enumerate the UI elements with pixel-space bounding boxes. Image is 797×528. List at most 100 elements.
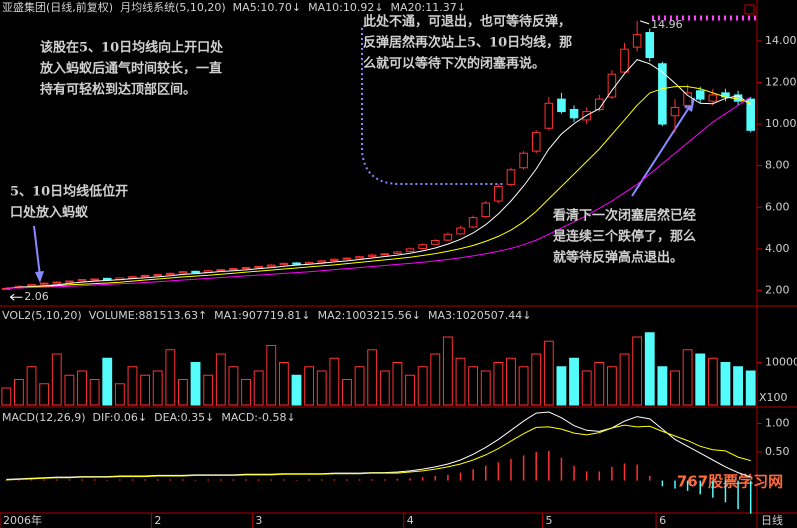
candle-body <box>746 98 755 131</box>
volume-bar <box>405 374 415 406</box>
candle-body <box>544 102 554 129</box>
candle-body <box>658 63 667 125</box>
volume-bar <box>253 370 264 406</box>
candle-body <box>468 217 478 228</box>
candle-body <box>531 131 541 152</box>
volume-bar <box>430 353 441 406</box>
volume-bar <box>392 362 403 406</box>
line <box>6 424 751 481</box>
volume-bar <box>26 366 37 406</box>
y-tick-label: 6.00 <box>765 200 790 213</box>
legend-text: DEA:0.35↓ <box>154 411 214 424</box>
volume-bar <box>569 357 579 406</box>
volume-bar <box>342 379 352 406</box>
candle-body <box>102 277 112 281</box>
volume-bar <box>733 366 743 406</box>
candle-body <box>443 233 453 241</box>
candle-body <box>645 32 655 59</box>
legend-text: MA10:10.92↓ <box>308 1 383 14</box>
y-tick-label: 14.00 <box>765 34 797 47</box>
volume-bar <box>316 370 327 406</box>
volume-bar <box>291 374 302 406</box>
volume-bar <box>619 353 630 406</box>
annotation: 么就可以等待下次的闭塞再说。 <box>363 56 545 72</box>
volume-bar <box>127 366 138 406</box>
candle-body <box>708 94 718 102</box>
candle-body <box>317 260 327 263</box>
volume-bar <box>745 370 756 406</box>
volume-bar <box>695 353 706 406</box>
volume-bar <box>531 353 542 406</box>
annotation: 5、10日均线低位开 <box>10 184 128 200</box>
legend-text: 亚盛集团(日线,前复权) <box>2 0 113 14</box>
volume-bar <box>644 332 655 406</box>
volume-bar <box>14 379 24 406</box>
x-tick-label: 6 <box>659 514 666 527</box>
candle-body <box>620 48 629 73</box>
period-label: 日线 <box>761 513 783 527</box>
candle-body <box>166 272 175 275</box>
y-tick-label: 12.00 <box>765 75 797 88</box>
candle-body <box>330 258 339 261</box>
volume-bar <box>455 357 466 406</box>
y-tick-label: 8.00 <box>765 159 790 172</box>
volume-bar <box>556 366 567 406</box>
line <box>6 59 751 289</box>
candle-body <box>342 257 352 260</box>
volume-bar <box>354 366 365 406</box>
annotation: 反弹居然再次站上5、10日均线，那 <box>363 35 572 51</box>
volume-bar <box>114 383 125 406</box>
y-tick-label: 4.00 <box>765 242 790 255</box>
candle-body <box>254 266 263 269</box>
candle-body <box>380 253 390 256</box>
y-tick-label: 10000 <box>765 356 797 369</box>
candle-body <box>266 264 276 267</box>
candle-body <box>595 98 604 111</box>
legend-text: MA3:1020507.44↓ <box>428 309 531 322</box>
candle-body <box>367 254 377 257</box>
annotation: 是连续三个跌停了，那么 <box>552 229 696 245</box>
x-tick-label: 3 <box>255 514 262 527</box>
volume-bar <box>39 383 50 406</box>
candle-body <box>670 106 680 117</box>
y-tick-label: 2.00 <box>765 283 790 296</box>
candle-body <box>632 34 642 48</box>
annotation: 持有可轻松到达顶部区间。 <box>40 82 196 98</box>
candle-body <box>65 280 74 283</box>
volume-bar <box>632 336 643 406</box>
x-tick-label: 4 <box>407 514 414 527</box>
volume-bar <box>64 374 75 406</box>
candle-body <box>241 267 251 270</box>
watermark: 767股票学习网 <box>677 473 783 491</box>
legend-text: MACD:-0.58↓ <box>221 411 295 424</box>
volume-bar <box>442 336 453 406</box>
max-label: 14.96 <box>651 18 683 31</box>
volume-bar <box>178 379 188 406</box>
annotation: 此处不通，可退出，也可等待反弹， <box>363 14 571 30</box>
volume-bar <box>165 349 176 406</box>
candle-body <box>178 271 188 274</box>
volume-bar <box>594 362 605 406</box>
volume-bar <box>581 370 592 406</box>
candle-body <box>695 90 705 100</box>
legend-text: 月均线系统(5,10,20) <box>120 0 226 14</box>
pointer <box>639 20 650 25</box>
volume-bar <box>379 370 390 406</box>
volume-bar <box>720 362 731 406</box>
arrowhead <box>35 271 44 283</box>
candle-body <box>90 278 99 281</box>
annotation: 该股在5、10日均线向上开口处 <box>40 40 224 56</box>
unit-label: X100 <box>759 391 788 404</box>
candle-body <box>418 244 427 249</box>
candle-body <box>456 227 465 235</box>
volume-bar <box>304 366 315 406</box>
legend-text: MACD(12,26,9) <box>2 411 86 424</box>
candle-body <box>191 270 200 274</box>
candle-body <box>494 185 503 202</box>
candle-body <box>557 98 566 113</box>
candle-body <box>77 279 87 282</box>
volume-bar <box>228 366 239 406</box>
volume-bar <box>468 366 479 406</box>
volume-bar <box>266 345 277 406</box>
